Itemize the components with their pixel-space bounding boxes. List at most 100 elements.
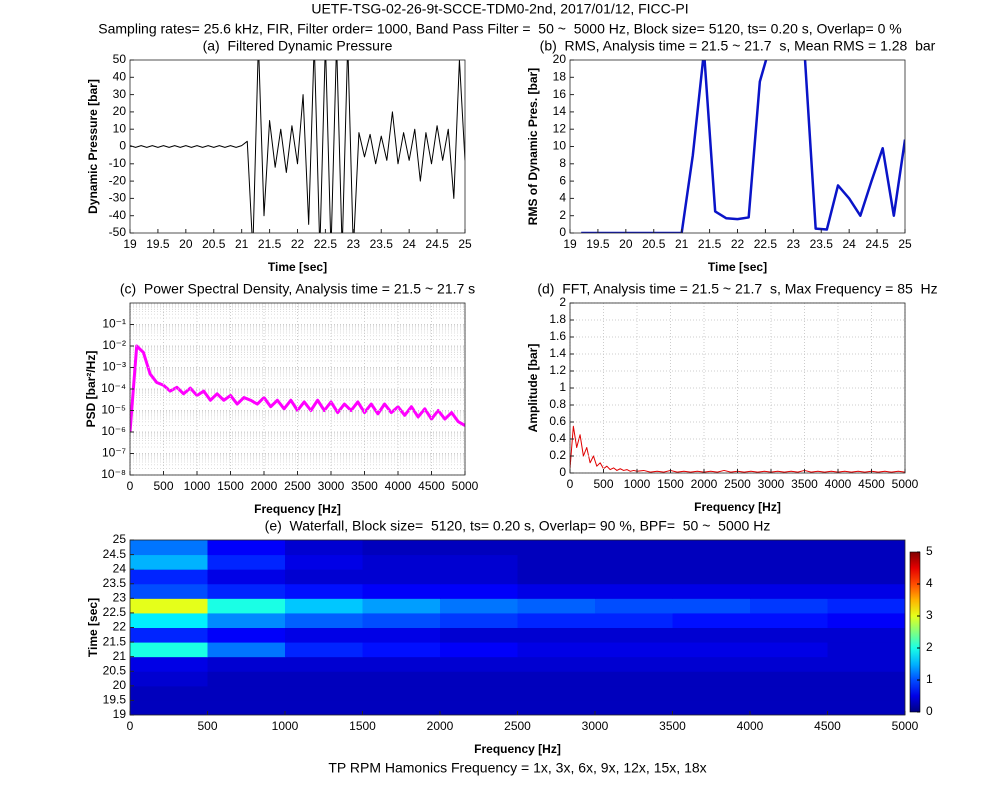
y-tick-label: 20 — [113, 104, 127, 118]
x-axis-label: Frequency [Hz] — [474, 742, 561, 756]
x-tick-label: 2000 — [691, 477, 718, 491]
x-tick-label: 4500 — [858, 477, 885, 491]
heatmap-cell — [827, 540, 905, 556]
x-tick-label: 20.5 — [202, 237, 226, 251]
x-tick-label: 23 — [347, 237, 361, 251]
plot-frame — [569, 59, 906, 234]
heatmap-cell — [750, 583, 828, 599]
x-tick-label: 20 — [179, 237, 193, 251]
heatmap-cell — [207, 656, 286, 672]
x-tick-label: 19.5 — [146, 237, 170, 251]
heatmap-cell — [285, 612, 363, 628]
y-tick-label: 1.2 — [549, 363, 566, 377]
heatmap-cell — [130, 569, 208, 585]
heatmap-cell — [750, 700, 828, 715]
heatmap-cell — [750, 598, 828, 614]
heatmap-cell — [285, 598, 363, 614]
x-tick-label: 4500 — [814, 719, 841, 733]
heatmap-cell — [207, 612, 286, 628]
heatmap-cell — [750, 685, 828, 701]
heatmap-cell — [362, 700, 441, 715]
panel-title: (c) Power Spectral Density, Analysis tim… — [120, 281, 475, 297]
heatmap-cell — [750, 671, 828, 687]
heatmap-cell — [207, 540, 286, 556]
heatmap-cell — [672, 700, 751, 715]
y-tick-label: 1 — [559, 380, 566, 394]
heatmap-cell — [827, 642, 905, 658]
heatmap-cell — [285, 685, 363, 701]
x-tick-label: 21.5 — [698, 237, 722, 251]
y-tick-label: -50 — [109, 225, 127, 239]
y-tick-label: 0.4 — [549, 431, 566, 445]
heatmap-cell — [595, 554, 673, 570]
heatmap-cell — [750, 612, 828, 628]
heatmap-cell — [207, 642, 286, 658]
heatmap-cell — [595, 671, 673, 687]
y-tick-label: 23.5 — [103, 576, 127, 590]
x-tick-label: 0 — [127, 719, 134, 733]
heatmap-cell — [672, 554, 751, 570]
heatmap-cell — [517, 540, 596, 556]
heatmap-cell — [827, 627, 905, 643]
y-tick-label: 16 — [553, 87, 567, 101]
heatmap-cell — [595, 612, 673, 628]
heatmap-cell — [827, 671, 905, 687]
heatmap-cell — [517, 583, 596, 599]
x-tick-label: 19 — [123, 237, 137, 251]
x-tick-label: 21.5 — [258, 237, 282, 251]
heatmap-cell — [130, 627, 208, 643]
y-tick-label: 10 — [113, 121, 127, 135]
y-tick-label: 40 — [113, 69, 127, 83]
heatmap-cell — [595, 540, 673, 556]
colorbar-tick-label: 5 — [926, 544, 933, 558]
heatmap-cell — [285, 700, 363, 715]
figure-subtitle: Sampling rates= 25.6 kHz, FIR, Filter or… — [98, 21, 901, 37]
heatmap-cell — [130, 598, 208, 614]
y-tick-label: 30 — [113, 87, 127, 101]
y-tick-label: 10⁻⁴ — [101, 381, 126, 395]
x-tick-label: 24.5 — [425, 237, 449, 251]
x-tick-label: 5000 — [452, 479, 479, 493]
heatmap-cell — [750, 554, 828, 570]
heatmap-cell — [517, 554, 596, 570]
heatmap-cell — [595, 700, 673, 715]
heatmap-cell — [362, 569, 441, 585]
heatmap-cell — [285, 642, 363, 658]
heatmap-cell — [362, 583, 441, 599]
x-tick-label: 1000 — [184, 479, 211, 493]
heatmap-cell — [827, 612, 905, 628]
y-tick-label: 12 — [553, 121, 567, 135]
heatmap-cell — [362, 612, 441, 628]
heatmap-cell — [130, 685, 208, 701]
y-tick-label: 10 — [553, 139, 567, 153]
x-tick-label: 22.5 — [314, 237, 338, 251]
plot-content — [130, 303, 465, 470]
x-tick-label: 2500 — [504, 719, 531, 733]
heatmap-cell — [440, 627, 518, 643]
colorbar-tick-label: 4 — [926, 576, 933, 590]
heatmap-cell — [517, 569, 596, 585]
heatmap-cell — [440, 656, 518, 672]
x-tick-label: 23 — [787, 237, 801, 251]
x-tick-label: 24.5 — [865, 237, 889, 251]
x-tick-label: 500 — [593, 477, 613, 491]
y-tick-label: 0.8 — [549, 397, 566, 411]
x-tick-label: 25 — [458, 237, 472, 251]
y-tick-label: 10⁻⁷ — [102, 446, 126, 460]
x-tick-label: 4000 — [825, 477, 852, 491]
y-tick-label: 0 — [559, 465, 566, 479]
y-axis-label: Time [sec] — [86, 598, 100, 657]
x-tick-label: 19.5 — [586, 237, 610, 251]
heatmap-cell — [595, 583, 673, 599]
heatmap-cell — [440, 642, 518, 658]
heatmap-cell — [440, 554, 518, 570]
heatmap-cell — [750, 656, 828, 672]
heatmap-cell — [285, 656, 363, 672]
y-axis-label: PSD [bar²/Hz] — [84, 351, 98, 428]
x-tick-label: 22 — [291, 237, 305, 251]
y-tick-label: 20 — [553, 52, 567, 66]
y-tick-label: 22.5 — [103, 605, 127, 619]
x-tick-label: 1500 — [217, 479, 244, 493]
y-tick-label: 24 — [113, 561, 127, 575]
